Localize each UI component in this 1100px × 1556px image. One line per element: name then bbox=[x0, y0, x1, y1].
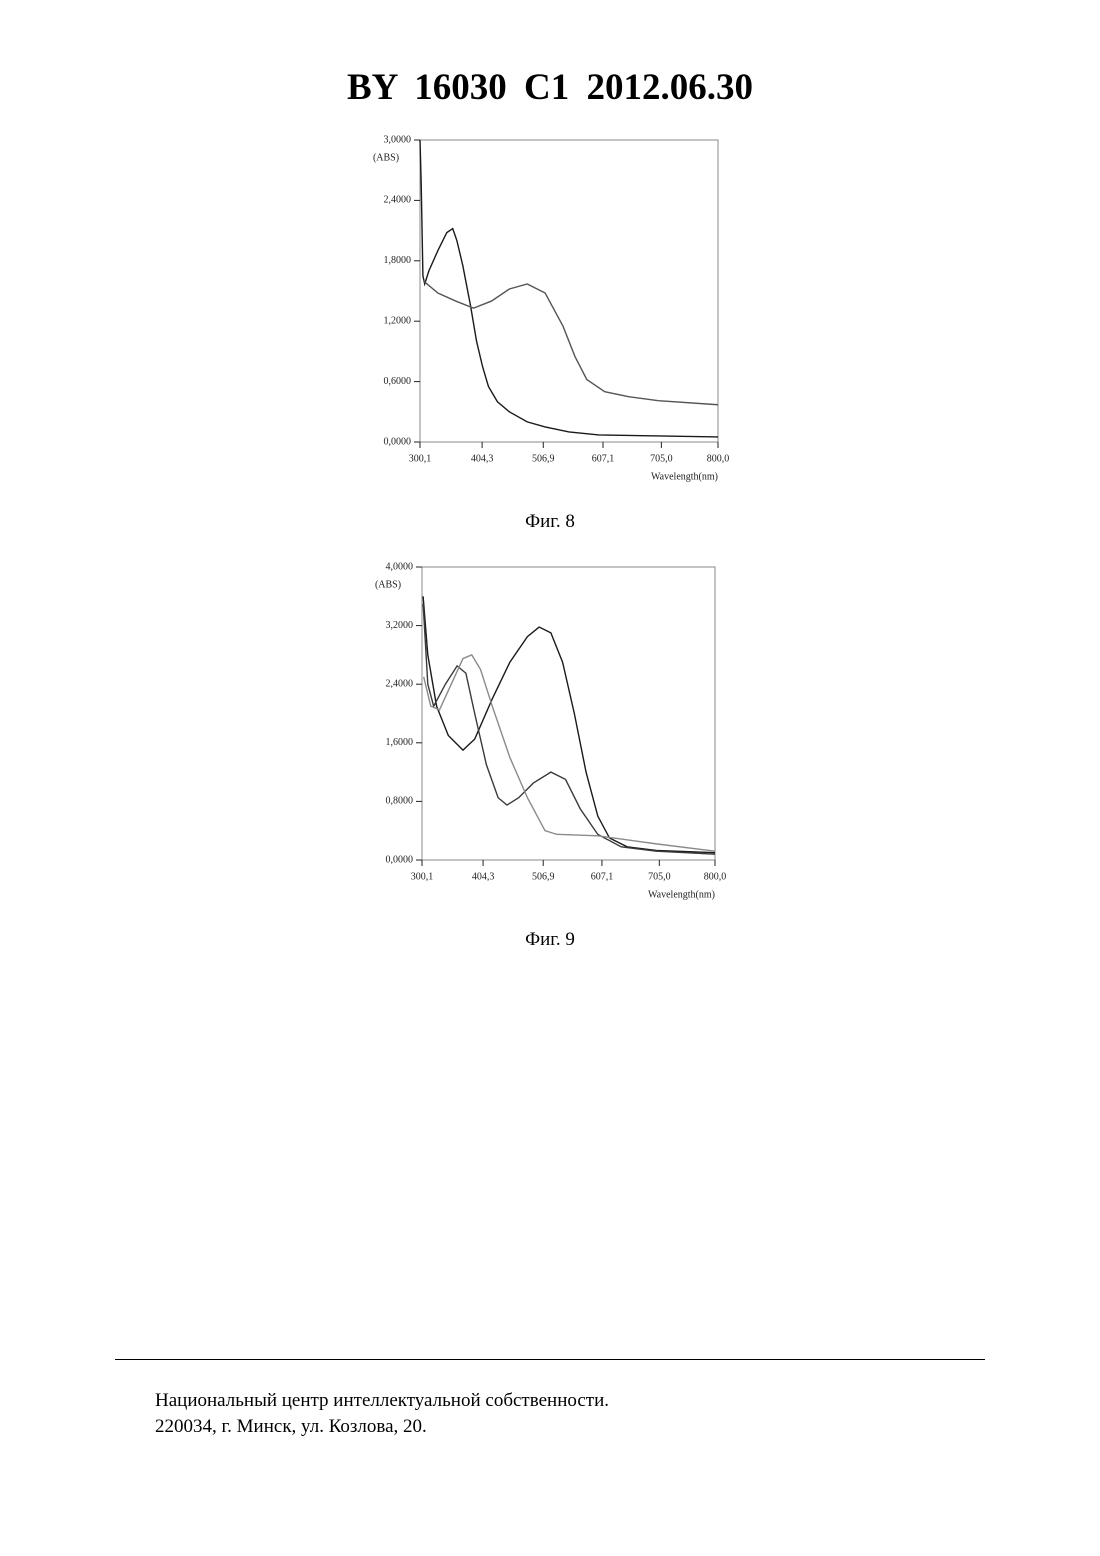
figure-caption: Фиг. 9 bbox=[0, 929, 1100, 951]
y-tick-label: 3,2000 bbox=[386, 620, 414, 631]
spectrum-line bbox=[424, 281, 718, 405]
y-tick-label: 3,0000 bbox=[384, 134, 412, 145]
y-tick-label: 0,0000 bbox=[384, 436, 412, 447]
x-tick-label: 506,9 bbox=[532, 871, 555, 882]
y-tick-label: 0,0000 bbox=[386, 854, 414, 865]
y-tick-label: 4,0000 bbox=[386, 561, 414, 572]
x-tick-label: 506,9 bbox=[532, 453, 555, 464]
x-tick-label: 404,3 bbox=[472, 871, 495, 882]
y-axis-label: (ABS) bbox=[375, 579, 401, 590]
x-axis-label: Wavelength(nm) bbox=[651, 471, 718, 482]
spectrum-line bbox=[423, 596, 715, 852]
x-tick-label: 705,0 bbox=[650, 453, 673, 464]
footer-rule bbox=[115, 1359, 985, 1360]
x-tick-label: 800,0 bbox=[704, 871, 727, 882]
chart: 0,0000 0,8000 1,6000 2,4000 3,2000 4,0000 300,… bbox=[360, 555, 740, 905]
y-tick-label: 2,4000 bbox=[384, 195, 412, 206]
x-tick-label: 607,1 bbox=[592, 453, 615, 464]
y-tick-label: 0,6000 bbox=[384, 376, 412, 387]
footer-line: 220034, г. Минск, ул. Козлова, 20. bbox=[155, 1416, 427, 1438]
x-tick-label: 607,1 bbox=[591, 871, 614, 882]
x-tick-label: 300,1 bbox=[409, 453, 432, 464]
x-tick-label: 800,0 bbox=[707, 453, 730, 464]
figure-caption: Фиг. 8 bbox=[0, 511, 1100, 533]
y-axis-label: (ABS) bbox=[373, 152, 399, 163]
x-tick-label: 404,3 bbox=[471, 453, 494, 464]
x-axis-label: Wavelength(nm) bbox=[648, 889, 715, 900]
x-tick-label: 705,0 bbox=[648, 871, 671, 882]
header-title: BY 16030 C1 2012.06.30 bbox=[0, 66, 1100, 109]
plot-frame bbox=[420, 140, 718, 442]
y-tick-label: 2,4000 bbox=[386, 678, 414, 689]
y-tick-label: 1,6000 bbox=[386, 737, 414, 748]
y-tick-label: 0,8000 bbox=[386, 796, 414, 807]
plot-frame bbox=[422, 567, 715, 860]
document-page: BY 16030 C1 2012.06.30 0,0000 0,6000 1,200… bbox=[0, 0, 1100, 1556]
spectrum-line bbox=[423, 604, 715, 855]
x-tick-label: 300,1 bbox=[411, 871, 434, 882]
spectrum-line bbox=[420, 140, 718, 437]
y-tick-label: 1,2000 bbox=[384, 315, 412, 326]
y-tick-label: 1,8000 bbox=[384, 255, 412, 266]
spectrum-line bbox=[424, 655, 715, 851]
footer-line: Национальный центр интеллектуальной собс… bbox=[155, 1390, 609, 1412]
chart: 0,0000 0,6000 1,2000 1,8000 2,4000 3,0000 300,… bbox=[360, 130, 740, 490]
